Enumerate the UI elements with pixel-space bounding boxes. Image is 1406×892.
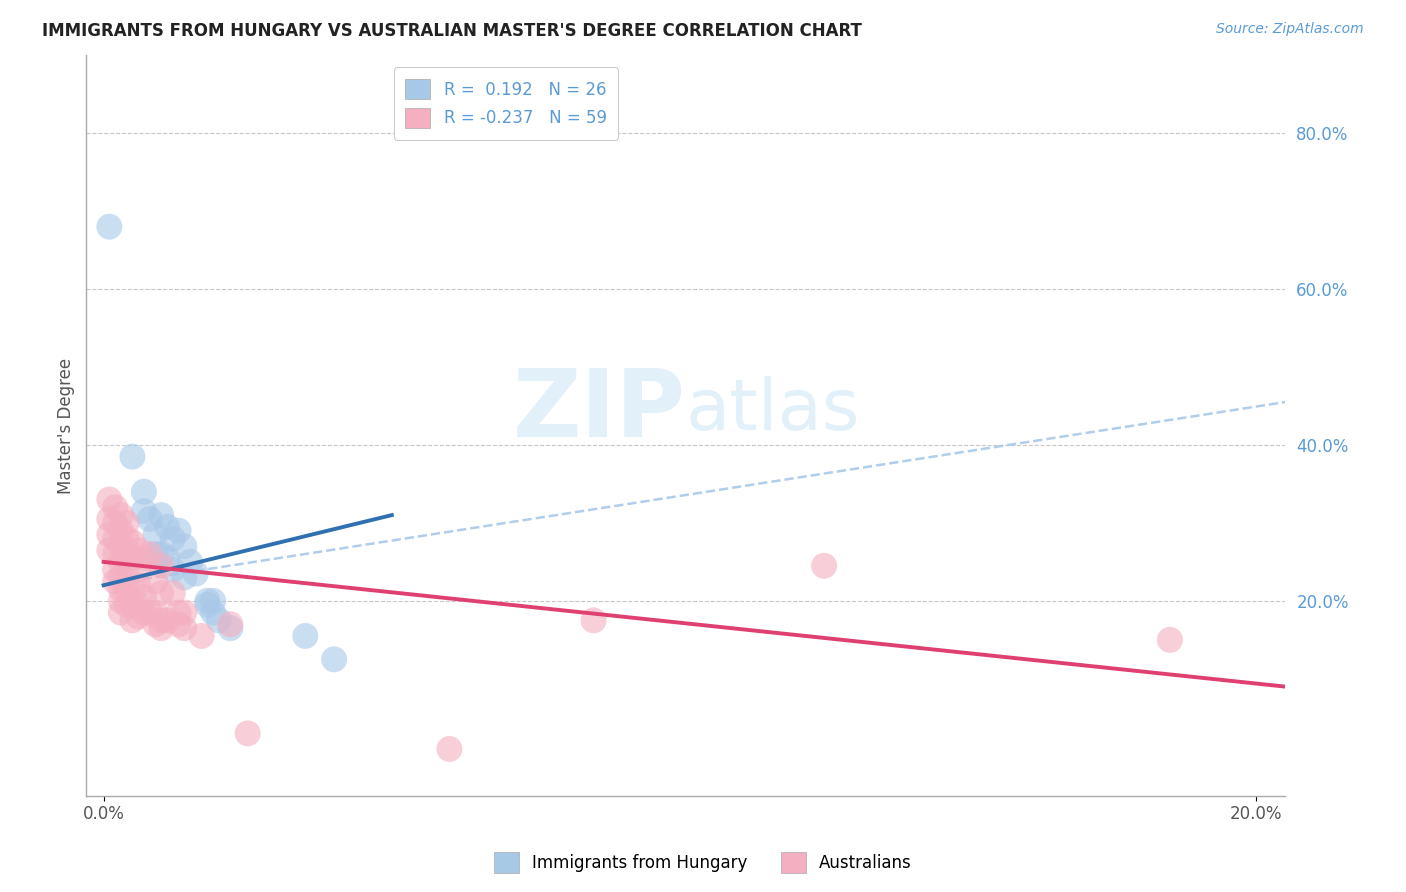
Point [132, 551, 155, 566]
Point [127, 578, 149, 592]
Point [150, 586, 173, 600]
Point [173, 570, 195, 584]
Point [294, 629, 316, 643]
Point [162, 563, 184, 577]
Point [98, 492, 121, 507]
Point [145, 606, 167, 620]
Point [150, 508, 173, 522]
Point [162, 532, 184, 546]
Point [132, 484, 155, 499]
Point [110, 594, 132, 608]
Point [150, 621, 173, 635]
Point [138, 547, 160, 561]
Point [115, 547, 138, 561]
Point [156, 613, 179, 627]
Point [98, 512, 121, 526]
Point [156, 551, 179, 566]
Point [127, 598, 149, 612]
Point [184, 566, 207, 581]
Point [104, 532, 127, 546]
Point [202, 606, 225, 620]
Point [98, 527, 121, 541]
Point [110, 539, 132, 553]
Point [582, 613, 605, 627]
Point [323, 652, 346, 666]
Point [145, 547, 167, 561]
Point [115, 516, 138, 530]
Point [115, 598, 138, 612]
Point [110, 582, 132, 596]
Point [132, 606, 155, 620]
Point [236, 726, 259, 740]
Point [219, 621, 242, 635]
Point [173, 606, 195, 620]
Point [98, 219, 121, 234]
Point [150, 558, 173, 573]
Point [195, 598, 218, 612]
Point [145, 527, 167, 541]
Point [121, 551, 143, 566]
Point [150, 547, 173, 561]
Point [208, 613, 231, 627]
Point [162, 586, 184, 600]
Point [98, 543, 121, 558]
Point [179, 555, 201, 569]
Point [145, 574, 167, 589]
Point [202, 594, 225, 608]
Point [110, 606, 132, 620]
Point [127, 543, 149, 558]
Legend: R =  0.192   N = 26, R = -0.237   N = 59: R = 0.192 N = 26, R = -0.237 N = 59 [394, 67, 619, 139]
Point [219, 617, 242, 632]
Point [121, 535, 143, 549]
Point [110, 524, 132, 538]
Point [127, 563, 149, 577]
Point [132, 504, 155, 518]
Point [138, 512, 160, 526]
Point [115, 582, 138, 596]
Point [121, 613, 143, 627]
Point [173, 539, 195, 553]
Point [110, 508, 132, 522]
Y-axis label: Master's Degree: Master's Degree [58, 358, 75, 493]
Point [173, 621, 195, 635]
Point [121, 450, 143, 464]
Point [138, 606, 160, 620]
Point [439, 742, 461, 756]
Legend: Immigrants from Hungary, Australians: Immigrants from Hungary, Australians [488, 846, 918, 880]
Point [115, 532, 138, 546]
Text: ZIP: ZIP [513, 365, 686, 457]
Point [167, 606, 190, 620]
Point [104, 516, 127, 530]
Point [132, 590, 155, 604]
Point [104, 500, 127, 515]
Point [1159, 632, 1181, 647]
Point [110, 555, 132, 569]
Point [156, 520, 179, 534]
Point [145, 617, 167, 632]
Point [167, 617, 190, 632]
Point [104, 547, 127, 561]
Point [127, 609, 149, 624]
Point [121, 582, 143, 596]
Point [110, 570, 132, 584]
Point [190, 629, 212, 643]
Point [104, 574, 127, 589]
Text: IMMIGRANTS FROM HUNGARY VS AUSTRALIAN MASTER'S DEGREE CORRELATION CHART: IMMIGRANTS FROM HUNGARY VS AUSTRALIAN MA… [42, 22, 862, 40]
Point [121, 598, 143, 612]
Point [115, 563, 138, 577]
Point [167, 524, 190, 538]
Text: Source: ZipAtlas.com: Source: ZipAtlas.com [1216, 22, 1364, 37]
Point [150, 613, 173, 627]
Point [104, 563, 127, 577]
Point [195, 594, 218, 608]
Point [813, 558, 835, 573]
Text: atlas: atlas [686, 376, 860, 445]
